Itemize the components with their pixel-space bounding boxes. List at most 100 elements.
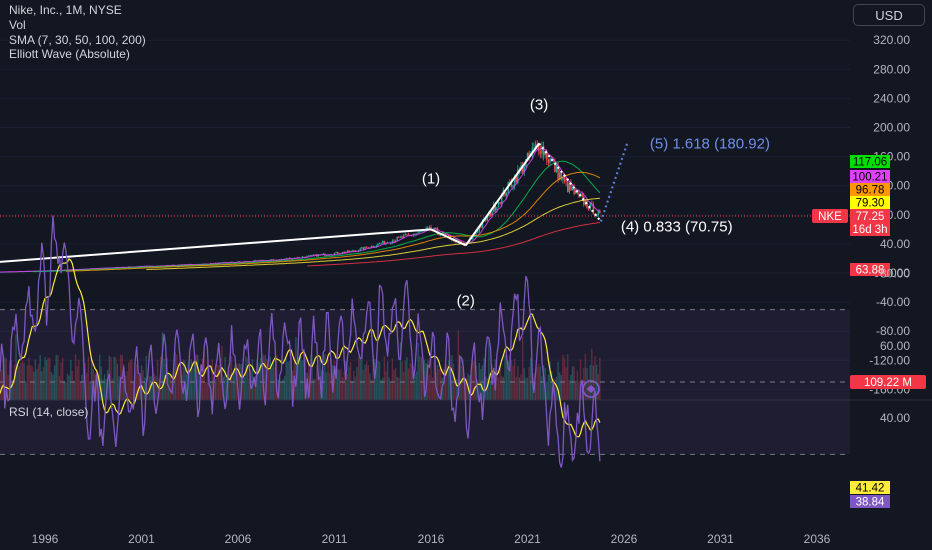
currency-selector[interactable]: USD (853, 4, 925, 26)
rsi-tick-label: 60.00 (880, 339, 910, 353)
volume-bar (390, 381, 392, 400)
volume-bar (232, 373, 234, 400)
indicator-sma[interactable]: SMA (7, 30, 50, 100, 200) (9, 33, 146, 47)
volume-bar (599, 357, 601, 400)
candle-body (364, 246, 366, 250)
volume-bar (81, 374, 83, 400)
volume-bar (317, 372, 320, 400)
volume-bar (372, 354, 374, 400)
volume-bar (517, 366, 519, 400)
candle-body (227, 262, 230, 264)
candle-body (575, 190, 577, 194)
volume-bar (227, 371, 230, 400)
volume-bar (31, 366, 33, 400)
wave-label: (2) (457, 292, 475, 309)
symbol-title[interactable]: Nike, Inc., 1M, NYSE (9, 3, 122, 17)
rsi-tag-value: 41.42 (856, 483, 885, 495)
indicator-elliott-wave[interactable]: Elliott Wave (Absolute) (9, 47, 130, 61)
candle-body (589, 203, 591, 210)
volume-bar (427, 359, 429, 400)
candle-body (430, 226, 432, 230)
volume-bar (542, 365, 545, 400)
volume-bar (18, 365, 20, 400)
volume-bar (98, 354, 101, 400)
volume-bar (44, 357, 46, 400)
volume-bar (271, 367, 273, 400)
wave-segment (464, 142, 540, 246)
volume-bar (301, 360, 304, 400)
volume-bar (322, 370, 324, 400)
volume-bar (454, 378, 456, 400)
volume-bar (135, 364, 138, 400)
candle-body (533, 147, 535, 149)
sma-tag-bg (850, 183, 890, 196)
volume-bar (4, 357, 6, 400)
candle-body (592, 204, 595, 215)
elliott-wave-labels: (1) (2) (3) (4) 0.833 (70.75) (5) 1.618 (180… (422, 97, 770, 310)
volume-bar (518, 377, 521, 400)
volume-bar (304, 358, 307, 400)
volume-bar (153, 373, 156, 400)
volume-bar (382, 377, 384, 400)
volume-bar (291, 370, 294, 400)
rsi-value-labels: 41.42 38.84 (850, 481, 890, 509)
indicator-rsi[interactable]: RSI (14, close) (9, 405, 89, 419)
price-tick-label: 200.00 (873, 121, 910, 135)
volume-bar (259, 357, 262, 400)
candle-body (544, 151, 546, 156)
volume-bar (399, 342, 402, 400)
volume-bar (253, 377, 255, 400)
volume-bar (462, 359, 464, 400)
volume-bar (444, 369, 447, 400)
volume-bar (385, 371, 387, 400)
indicator-vol[interactable]: Vol (9, 18, 26, 32)
candle-body (419, 231, 421, 233)
sma-line (0, 147, 601, 273)
volume-bar (49, 357, 51, 400)
volume-bar (39, 355, 41, 400)
rsi-axis[interactable]: 80.00 60.00 40.00 (880, 266, 910, 425)
candle-body (547, 159, 550, 163)
candle-body (549, 158, 551, 163)
volume-bar (115, 357, 117, 400)
volume-bar (126, 371, 128, 400)
volume-bar (205, 381, 207, 400)
candle-body (521, 165, 524, 173)
volume-bar (560, 374, 562, 400)
volume-bar (55, 355, 57, 400)
candle-body (325, 255, 328, 257)
time-tick-label: 2006 (225, 532, 252, 546)
volume-bar (201, 358, 204, 400)
volume-bar (531, 373, 534, 400)
volume-bar (433, 361, 435, 400)
volume-bar (544, 367, 546, 400)
volume-bar (497, 377, 500, 400)
candle-body (570, 183, 572, 191)
volume-bar (73, 380, 75, 400)
volume-bar (222, 376, 225, 400)
candle-body (581, 194, 583, 197)
volume-bar (407, 368, 410, 400)
volume-bar (164, 364, 167, 400)
candle-body (489, 211, 492, 216)
volume-bar (505, 354, 508, 400)
time-tick-label: 2036 (804, 532, 831, 546)
candle-body (382, 240, 384, 244)
sma-line (65, 171, 601, 272)
volume-bar (502, 377, 505, 400)
rsi-pane[interactable]: 80.00 60.00 40.00 41.42 38.84 (0, 215, 910, 509)
volume-bar (267, 363, 270, 400)
volume-bar (365, 361, 368, 400)
candle-body (491, 211, 493, 216)
volume-bar (10, 359, 12, 400)
sma-line (33, 160, 601, 273)
volume-bar (473, 361, 476, 400)
volume-bar (70, 359, 72, 400)
sma-tag-bg (850, 263, 890, 276)
candle-body (314, 254, 316, 256)
volume-bar (576, 370, 579, 400)
volume-bar (591, 348, 593, 400)
time-axis[interactable]: 1996 2001 2006 2011 2016 2021 2026 2031 2036 (32, 532, 831, 546)
volume-bar (29, 365, 32, 400)
